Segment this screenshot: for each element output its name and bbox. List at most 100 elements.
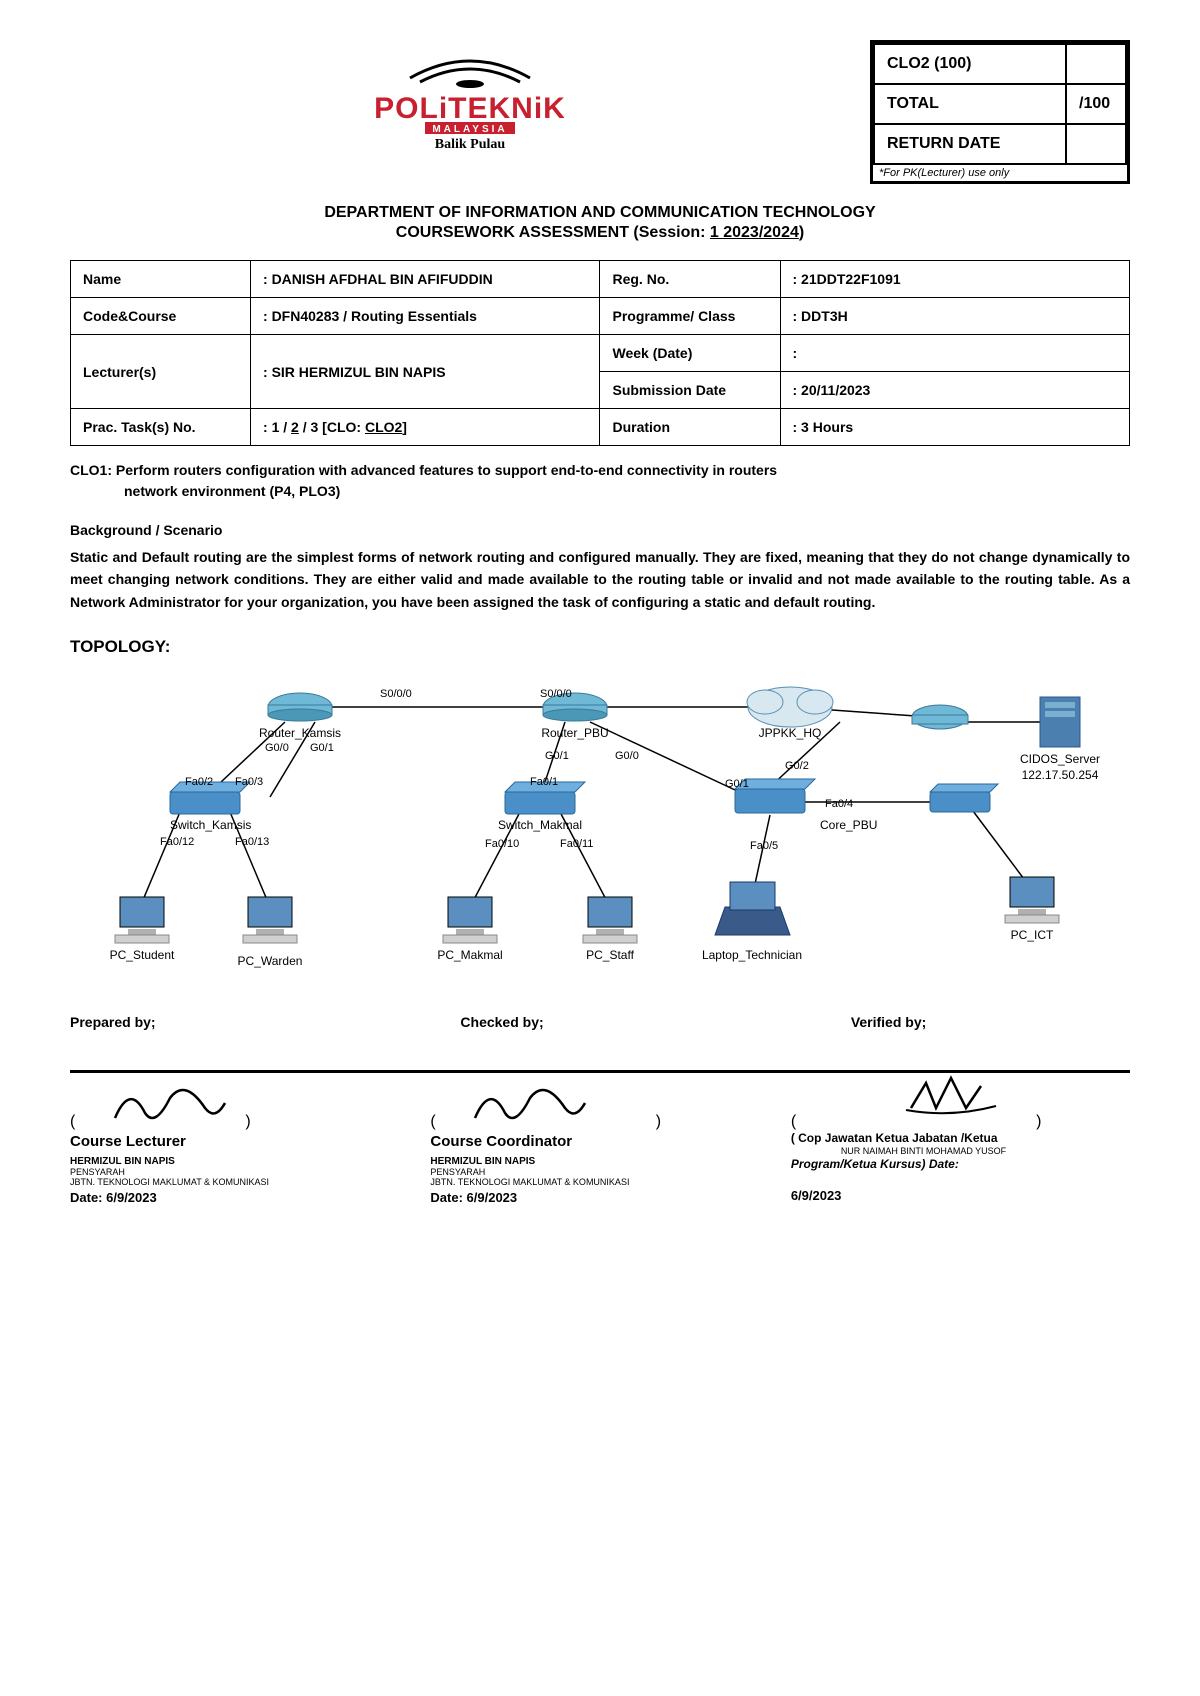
taskno-mid: / 3 [CLO:	[299, 419, 365, 435]
coordinator-signature-block: () Course Coordinator HERMIZUL BIN NAPIS…	[430, 1113, 769, 1205]
cidos-ip-label: 122.17.50.254	[1022, 768, 1099, 782]
iface-g00-2: G0/0	[615, 750, 639, 762]
cop-line1: ( Cop Jawatan Ketua Jabatan /Ketua	[791, 1131, 1130, 1147]
lecturer-label: Lecturer(s)	[71, 335, 251, 409]
cop-line2: Program/Ketua Kursus) Date:	[791, 1157, 1130, 1173]
politeknik-logo: POLiTEKNiK MALAYSIA Balik Pulau	[310, 50, 630, 160]
router-pbu-label: Router_PBU	[541, 726, 608, 740]
pc-student-label: PC_Student	[110, 948, 175, 962]
info-table: Name : DANISH AFDHAL BIN AFIFUDDIN Reg. …	[70, 260, 1130, 446]
taskno-post: ]	[402, 419, 407, 435]
logo-campus-text: Balik Pulau	[435, 137, 506, 152]
submission-label: Submission Date	[600, 372, 780, 409]
switch-makmal-label: Switch_Makmal	[498, 818, 582, 832]
pc-staff-icon	[583, 897, 637, 943]
duration-value: : 3 Hours	[780, 409, 1130, 446]
logo-brand-text: POLiTEKNiK	[374, 92, 566, 125]
iface-s000-2: S0/0/0	[540, 688, 572, 700]
clo-line2: network environment (P4, PLO3)	[124, 481, 1130, 502]
iface-g00-1: G0/0	[265, 742, 289, 754]
score-box: CLO2 (100) TOTAL/100 RETURN DATE *For PK…	[870, 40, 1130, 184]
pc-warden-label: PC_Warden	[238, 954, 303, 968]
name-label: Name	[71, 261, 251, 298]
assessment-prefix: COURSEWORK ASSESSMENT (Session:	[396, 224, 710, 241]
checked-by-label: Checked by;	[430, 1014, 769, 1030]
iface-fa04: Fa0/4	[825, 798, 853, 810]
background-heading: Background / Scenario	[70, 522, 1130, 538]
router-kamsis-label: Router_Kamsis	[259, 726, 341, 740]
assessment-title: COURSEWORK ASSESSMENT (Session: 1 2023/2…	[70, 224, 1130, 242]
switch-kamsis-label: Switch_Kamsis	[170, 818, 251, 832]
code-label: Code&Course	[71, 298, 251, 335]
iface-fa02: Fa0/2	[185, 776, 213, 788]
header-row: POLiTEKNiK MALAYSIA Balik Pulau CLO2 (10…	[70, 40, 1130, 184]
topology-diagram: JPPKK_HQ Router_Kamsis Router_PBU CIDOS_…	[70, 667, 1130, 1007]
iface-fa05: Fa0/5	[750, 840, 778, 852]
iface-fa010: Fa0/10	[485, 838, 519, 850]
verifier-signature-block: () ( Cop Jawatan Ketua Jabatan /Ketua NU…	[791, 1113, 1130, 1205]
clo2-score-value	[1066, 44, 1126, 84]
taskno-pre: : 1 /	[263, 419, 291, 435]
iface-fa013: Fa0/13	[235, 836, 269, 848]
router-kamsis-icon	[268, 693, 332, 721]
duration-label: Duration	[600, 409, 780, 446]
iface-g01-2: G0/1	[545, 750, 569, 762]
lecturer-value: : SIR HERMIZUL BIN NAPIS	[251, 335, 600, 409]
verified-by-label: Verified by;	[791, 1014, 1130, 1030]
clo-line1: CLO1: Perform routers configuration with…	[70, 460, 1130, 481]
iface-g01-3: G0/1	[725, 778, 749, 790]
taskno-value: : 1 / 2 / 3 [CLO: CLO2]	[251, 409, 600, 446]
taskno-clo: CLO2	[365, 419, 402, 435]
signature-icon	[470, 1073, 590, 1133]
pc-ict-icon	[1005, 877, 1059, 923]
iface-fa01: Fa0/1	[530, 776, 558, 788]
logo-area: POLiTEKNiK MALAYSIA Balik Pulau	[70, 40, 870, 163]
taskno-label: Prac. Task(s) No.	[71, 409, 251, 446]
submission-value: : 20/11/2023	[780, 372, 1130, 409]
department-title: DEPARTMENT OF INFORMATION AND COMMUNICAT…	[70, 204, 1130, 222]
pc-makmal-icon	[443, 897, 497, 943]
iface-g01-1: G0/1	[310, 742, 334, 754]
signature-heading-row: Prepared by; Checked by; Verified by;	[70, 1014, 1130, 1030]
return-date-label: RETURN DATE	[874, 124, 1066, 164]
signature-icon	[901, 1068, 1001, 1123]
regno-value: : 21DDT22F1091	[780, 261, 1130, 298]
pc-warden-icon	[243, 897, 297, 943]
return-date-value	[1066, 124, 1126, 164]
pc-student-icon	[115, 897, 169, 943]
code-value: : DFN40283 / Routing Essentials	[251, 298, 600, 335]
coord-dept: JBTN. TEKNOLOGI MAKLUMAT & KOMUNIKASI	[430, 1178, 769, 1188]
name-value: : DANISH AFDHAL BIN AFIFUDDIN	[251, 261, 600, 298]
coordinator-role: Course Coordinator	[430, 1133, 769, 1150]
laptop-icon	[715, 882, 790, 935]
core-pbu-label: Core_PBU	[820, 818, 877, 832]
cidos-label: CIDOS_Server	[1020, 752, 1100, 766]
router-hq-icon	[912, 705, 968, 729]
lecturer-date: Date: 6/9/2023	[70, 1190, 409, 1205]
cloud-icon	[747, 687, 833, 727]
lecturer-dept: JBTN. TEKNOLOGI MAKLUMAT & KOMUNIKASI	[70, 1178, 409, 1188]
iface-g02: G0/2	[785, 760, 809, 772]
regno-label: Reg. No.	[600, 261, 780, 298]
iface-s000-1: S0/0/0	[380, 688, 412, 700]
iface-fa03: Fa0/3	[235, 776, 263, 788]
pc-staff-label: PC_Staff	[586, 948, 634, 962]
clo2-score-label: CLO2 (100)	[874, 44, 1066, 84]
verifier-date: 6/9/2023	[791, 1188, 1130, 1203]
signature-blocks-row: () Course Lecturer HERMIZUL BIN NAPIS PE…	[70, 1113, 1130, 1205]
pc-makmal-label: PC_Makmal	[437, 948, 502, 962]
signature-icon	[110, 1073, 230, 1133]
topology-heading: TOPOLOGY:	[70, 637, 1130, 657]
scorebox-note: *For PK(Lecturer) use only	[873, 165, 1127, 181]
session-text: 1 2023/2024	[710, 224, 799, 241]
verifier-small: NUR NAIMAH BINTI MOHAMAD YUSOF	[841, 1147, 1130, 1157]
coord-date: Date: 6/9/2023	[430, 1190, 769, 1205]
lecturer-role: Course Lecturer	[70, 1133, 409, 1150]
lecturer-signature-block: () Course Lecturer HERMIZUL BIN NAPIS PE…	[70, 1113, 409, 1205]
week-label: Week (Date)	[600, 335, 780, 372]
iface-fa011: Fa0/11	[560, 838, 593, 850]
pc-ict-label: PC_ICT	[1011, 928, 1054, 942]
programme-label: Programme/ Class	[600, 298, 780, 335]
total-max: /100	[1066, 84, 1126, 124]
switch-hq-icon	[930, 784, 998, 812]
